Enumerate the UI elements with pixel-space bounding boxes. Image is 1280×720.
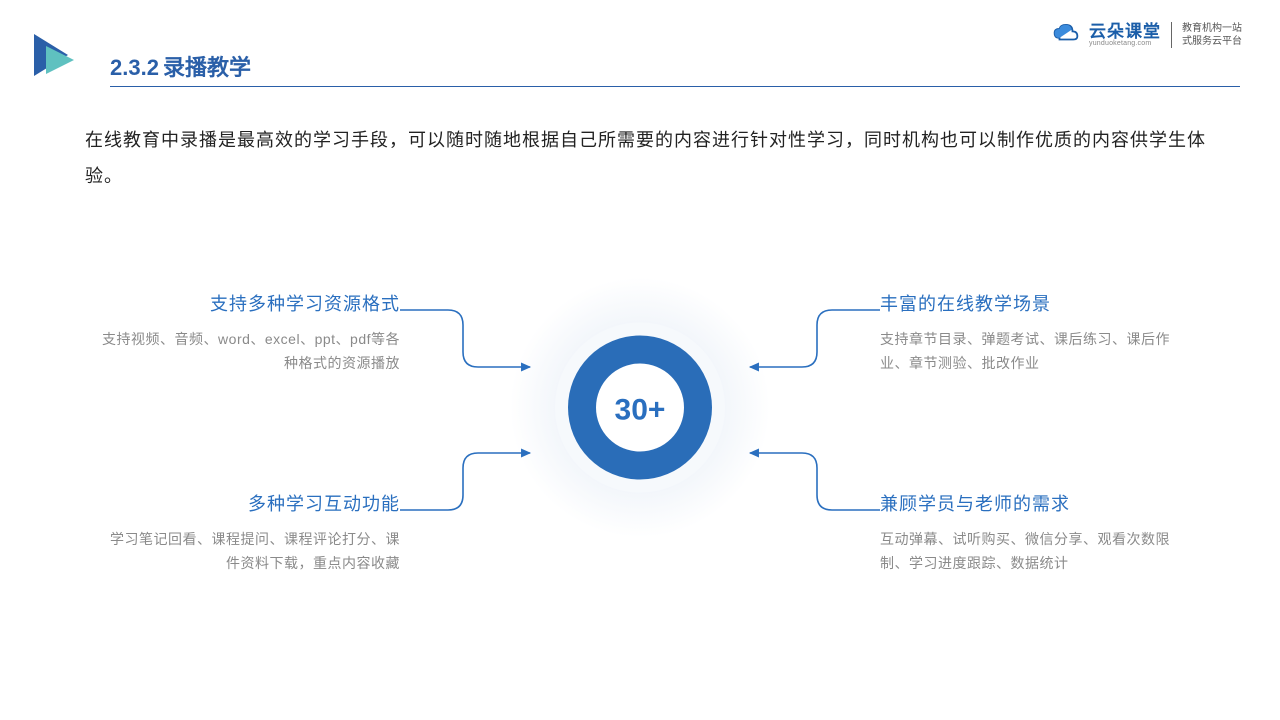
cloud-icon xyxy=(1053,23,1079,48)
brand-domain: yunduoketang.com xyxy=(1089,40,1161,47)
feature-title: 支持多种学习资源格式 xyxy=(100,290,400,316)
feature-desc: 支持章节目录、弹题考试、课后练习、课后作业、章节测验、批改作业 xyxy=(880,328,1180,376)
feature-desc: 支持视频、音频、word、excel、ppt、pdf等各种格式的资源播放 xyxy=(100,328,400,376)
brand-logo: 云朵课堂 yunduoketang.com 教育机构一站 式服务云平台 xyxy=(1053,22,1242,48)
feature-bottom-left: 多种学习互动功能 学习笔记回看、课程提问、课程评论打分、课件资料下载，重点内容收… xyxy=(100,490,400,576)
feature-title: 多种学习互动功能 xyxy=(100,490,400,516)
center-label: 30+ xyxy=(615,394,666,427)
intro-paragraph: 在线教育中录播是最高效的学习手段，可以随时随地根据自己所需要的内容进行针对性学习… xyxy=(85,122,1210,194)
brand-tagline: 教育机构一站 式服务云平台 xyxy=(1182,22,1242,48)
section-title: 2.3.2录播教学 xyxy=(110,50,251,82)
feature-top-right: 丰富的在线教学场景 支持章节目录、弹题考试、课后练习、课后作业、章节测验、批改作… xyxy=(880,290,1180,376)
feature-desc: 互动弹幕、试听购买、微信分享、观看次数限制、学习进度跟踪、数据统计 xyxy=(880,528,1180,576)
brand-name: 云朵课堂 xyxy=(1089,23,1161,40)
play-icon xyxy=(30,32,82,83)
section-number: 2.3.2 xyxy=(110,55,159,80)
title-underline xyxy=(110,86,1240,87)
logo-divider xyxy=(1171,22,1172,48)
feature-diagram: 30+ 支持多种学习资源格式 支持视频、音频、word、excel、ppt、pd… xyxy=(0,250,1280,670)
center-badge: 30+ xyxy=(500,268,780,553)
feature-desc: 学习笔记回看、课程提问、课程评论打分、课件资料下载，重点内容收藏 xyxy=(100,528,400,576)
feature-bottom-right: 兼顾学员与老师的需求 互动弹幕、试听购买、微信分享、观看次数限制、学习进度跟踪、… xyxy=(880,490,1180,576)
section-name: 录播教学 xyxy=(163,55,251,80)
feature-top-left: 支持多种学习资源格式 支持视频、音频、word、excel、ppt、pdf等各种… xyxy=(100,290,400,376)
feature-title: 丰富的在线教学场景 xyxy=(880,290,1180,316)
feature-title: 兼顾学员与老师的需求 xyxy=(880,490,1180,516)
